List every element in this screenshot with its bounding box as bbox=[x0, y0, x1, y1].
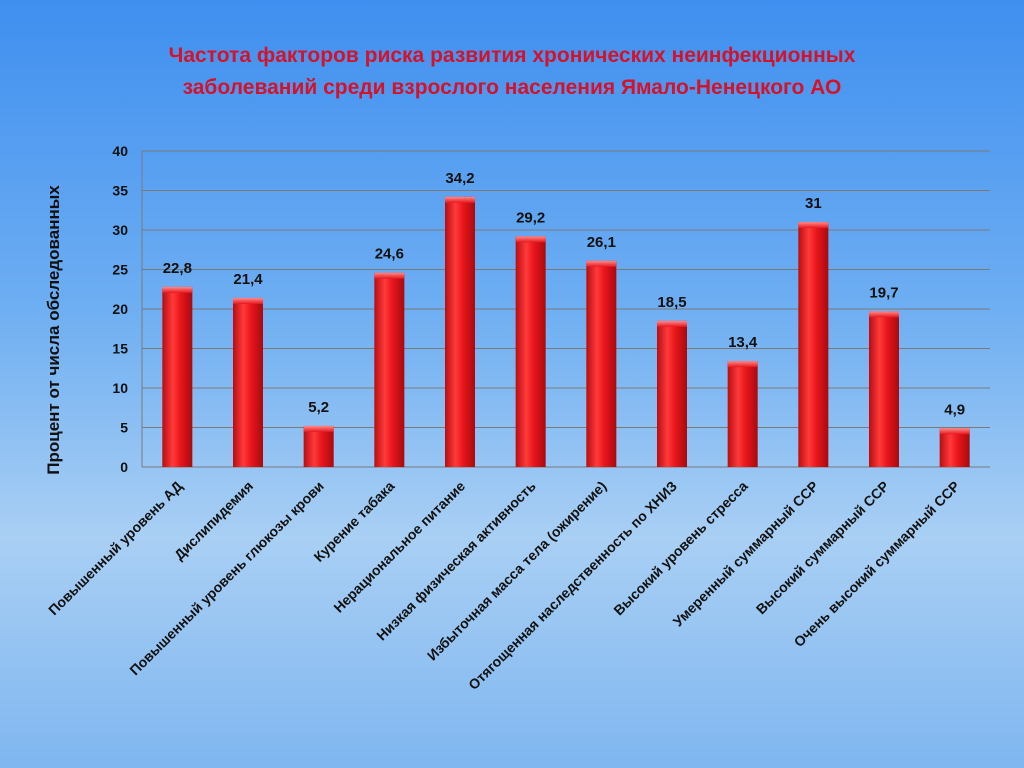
bar bbox=[869, 311, 899, 467]
data-label: 4,9 bbox=[944, 401, 965, 418]
bar bbox=[798, 222, 829, 467]
data-label: 13,4 bbox=[728, 334, 758, 351]
bar bbox=[586, 260, 617, 467]
bar bbox=[939, 428, 970, 467]
y-tick-label: 5 bbox=[120, 420, 128, 436]
data-label: 24,6 bbox=[375, 246, 404, 263]
bar-body bbox=[374, 272, 405, 467]
data-label: 26,1 bbox=[587, 234, 616, 251]
x-tick-label: Высокий суммарный ССР bbox=[753, 478, 892, 617]
bar bbox=[303, 425, 334, 467]
chart-title-line-1: Частота факторов риска развития хроничес… bbox=[168, 44, 856, 67]
y-axis-ticks: 0 5 10 15 20 25 30 35 40 bbox=[112, 143, 128, 475]
bar-body bbox=[445, 196, 475, 467]
chart-title-line-2: заболеваний среди взрослого населения Ям… bbox=[182, 76, 842, 99]
bar bbox=[445, 196, 475, 467]
bar-cap bbox=[727, 361, 758, 368]
bar bbox=[657, 320, 687, 467]
bars bbox=[162, 196, 970, 467]
bar-cap bbox=[162, 286, 193, 293]
y-axis-label: Процент от числа обследованных bbox=[44, 185, 63, 475]
data-label: 22,8 bbox=[163, 260, 192, 277]
y-tick-label: 25 bbox=[112, 262, 128, 278]
data-label: 19,7 bbox=[869, 284, 898, 301]
bar-cap bbox=[374, 272, 405, 279]
bar-cap bbox=[657, 320, 687, 327]
data-labels: 22,8 21,4 5,2 24,6 34,2 29,2 26,1 18,5 13,4 31 19,… bbox=[163, 170, 965, 418]
bar bbox=[233, 297, 263, 467]
bar-body bbox=[233, 297, 263, 467]
bar-cap bbox=[515, 236, 546, 243]
bar-body bbox=[727, 361, 758, 467]
bar-body bbox=[657, 320, 687, 467]
bar-body bbox=[303, 425, 334, 467]
y-tick-label: 10 bbox=[112, 380, 128, 396]
y-tick-label: 20 bbox=[112, 301, 128, 317]
bar-body bbox=[162, 286, 193, 467]
bar-cap bbox=[869, 311, 899, 318]
bar-body bbox=[939, 428, 970, 467]
bar-cap bbox=[303, 425, 334, 432]
x-axis-ticks: Повышенный уровень АДДислипидемияПовышен… bbox=[45, 478, 963, 693]
chart-title: Частота факторов риска развития хроничес… bbox=[0, 40, 1024, 104]
data-label: 21,4 bbox=[233, 271, 263, 288]
bar-cap bbox=[939, 428, 970, 435]
grid-lines bbox=[141, 150, 990, 468]
y-tick-label: 30 bbox=[112, 222, 128, 238]
bar bbox=[374, 272, 405, 467]
x-tick-label: Высокий уровень стресса bbox=[610, 478, 751, 619]
y-tick-label: 15 bbox=[112, 341, 128, 357]
bar-body bbox=[869, 311, 899, 467]
data-label: 5,2 bbox=[308, 399, 329, 416]
data-label: 29,2 bbox=[516, 209, 545, 226]
data-label: 34,2 bbox=[445, 170, 474, 187]
bar-cap bbox=[233, 297, 263, 304]
x-tick-label: Повышенный уровень АД bbox=[45, 478, 185, 618]
bar bbox=[515, 236, 546, 467]
data-label: 31 bbox=[805, 195, 822, 212]
y-tick-label: 0 bbox=[120, 459, 128, 475]
y-tick-label: 35 bbox=[112, 183, 128, 199]
bar-cap bbox=[586, 260, 617, 267]
bar-body bbox=[586, 260, 617, 467]
x-tick-label: Нерациональное питание bbox=[330, 478, 468, 616]
bar-body bbox=[515, 236, 546, 467]
bar bbox=[162, 286, 193, 467]
x-tick-label: Умеренный суммарный ССР bbox=[670, 478, 822, 630]
bar bbox=[727, 361, 758, 467]
bar-cap bbox=[798, 222, 829, 229]
bar-cap bbox=[445, 196, 475, 203]
bar-body bbox=[798, 222, 829, 467]
y-tick-label: 40 bbox=[112, 143, 128, 159]
data-label: 18,5 bbox=[657, 294, 686, 311]
